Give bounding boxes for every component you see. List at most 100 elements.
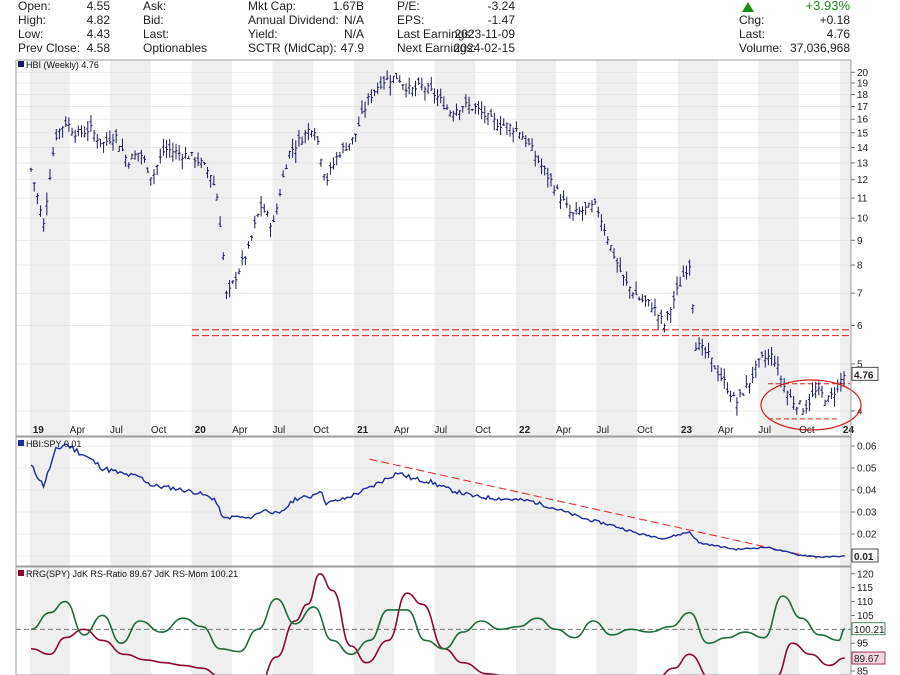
panel-2-title: HBI:SPY 0.01 — [26, 439, 81, 449]
x-tick-label: Oct — [151, 425, 167, 436]
y-tick-label: 18 — [857, 90, 869, 101]
y-tick-label: 0.02 — [857, 530, 877, 541]
quote-col1-row-1: High: — [18, 13, 46, 28]
shade-band — [110, 437, 151, 566]
shade-band — [758, 60, 800, 436]
shade-band — [434, 437, 476, 566]
panel-2-frame — [15, 436, 852, 567]
shade-band — [110, 60, 151, 436]
quote-label: Yield: — [248, 27, 278, 41]
quote-label: Last: — [143, 27, 170, 41]
shade-band — [839, 60, 851, 436]
x-tick-label: 19 — [33, 425, 45, 436]
downtrend-line — [369, 458, 817, 559]
quote-col5-label: Volume: — [739, 41, 783, 55]
x-tick-label: 23 — [681, 425, 693, 436]
quote-value: N/A — [343, 27, 364, 41]
y-tick-label: 120 — [857, 569, 874, 580]
y-tick-label: 11 — [857, 194, 868, 205]
shade-band — [434, 60, 476, 436]
x-tick-label: Apr — [394, 425, 410, 436]
x-tick-label: 24 — [843, 425, 855, 436]
shade-band — [191, 60, 233, 436]
quote-col5-label: Chg: — [739, 13, 765, 27]
x-tick-label: Jul — [758, 425, 771, 436]
quote-label: Prev Close: — [18, 41, 81, 55]
x-tick-label: Apr — [718, 425, 734, 436]
shade-band — [677, 60, 718, 436]
x-tick-label: Apr — [556, 425, 572, 436]
quote-label: Bid: — [143, 13, 164, 27]
x-tick-label: Oct — [313, 425, 329, 436]
shade-band — [758, 437, 800, 566]
series-swatch — [18, 440, 24, 446]
shade-band — [354, 437, 395, 566]
y-tick-label: 0.04 — [857, 486, 877, 497]
quote-value: 2023-11-09 — [454, 27, 516, 41]
y-tick-label: 17 — [857, 102, 869, 113]
y-tick-label: 12 — [857, 175, 869, 186]
shade-band — [29, 567, 70, 675]
y-tick-label: 85 — [857, 667, 869, 675]
y-tick-label: 110 — [857, 597, 873, 608]
series-swatch — [18, 61, 24, 67]
shade-band — [29, 437, 70, 566]
quote-col1-row-3: Prev Close: — [18, 41, 80, 56]
quote-label: Last Earnings: — [397, 27, 474, 41]
quote-value: 47.9 — [340, 41, 364, 55]
quote-value: 2024-02-15 — [453, 41, 515, 55]
y-tick-label: 8 — [857, 261, 863, 272]
shade-band — [758, 567, 800, 675]
last-value-label: 89.67 — [854, 654, 879, 665]
quote-label: Low: — [18, 27, 44, 41]
shade-band — [272, 60, 314, 436]
panel-3-title: RRG(SPY) JdK RS-Ratio 89.67 JdK RS-Mom 1… — [26, 569, 238, 579]
y-tick-label: 0.03 — [857, 508, 877, 519]
quote-col2-row-3: Optionables — [143, 41, 207, 56]
x-tick-label: Apr — [70, 425, 86, 436]
quote-label: SCTR (MidCap): — [248, 41, 337, 55]
y-tick-label: 20 — [857, 68, 869, 79]
x-tick-label: 22 — [519, 425, 531, 436]
shade-band — [839, 567, 851, 675]
quote-label: Ask: — [143, 0, 167, 13]
x-tick-label: Oct — [637, 425, 653, 436]
quote-col4-row-1: EPS: — [397, 13, 424, 28]
shade-band — [354, 60, 395, 436]
quote-label: Open: — [18, 0, 51, 13]
quote-label: High: — [18, 13, 47, 27]
quote-col5-value: +0.18 — [819, 13, 850, 27]
x-tick-label: 20 — [195, 425, 207, 436]
quote-col2-row-0: Ask: — [143, 0, 166, 14]
last-value-box — [851, 548, 879, 563]
y-tick-label: 95 — [857, 639, 869, 650]
last-value-box — [851, 622, 886, 636]
quote-label: P/E: — [397, 0, 420, 13]
shade-band — [516, 437, 556, 566]
quote-value: 4.82 — [86, 13, 110, 27]
shade-band — [516, 60, 556, 436]
quote-value: 4.55 — [86, 0, 110, 13]
rs-ratio-line — [31, 572, 845, 675]
y-tick-label: 14 — [857, 143, 869, 154]
quote-value: -3.24 — [487, 0, 515, 13]
quote-col5-value: 4.76 — [826, 27, 850, 41]
panel-1-title: HBI (Weekly) 4.76 — [26, 60, 99, 70]
last-value-box — [851, 651, 886, 665]
quote-label: Optionables — [143, 41, 208, 55]
change-percent: +3.93% — [805, 0, 850, 13]
y-tick-label: 19 — [857, 79, 869, 90]
quote-value: N/A — [343, 13, 364, 27]
y-tick-label: 0.06 — [857, 442, 877, 453]
ratio-line — [30, 443, 845, 559]
x-tick-label: Oct — [475, 425, 491, 436]
y-tick-label: 4 — [857, 406, 863, 417]
x-tick-label: 21 — [357, 425, 369, 436]
quote-header: Open: 4.55 High: 4.82 Low: 4.43 Prev Close: 4.5… — [0, 0, 900, 56]
quote-value: 1.67B — [332, 0, 364, 13]
last-value-label: 4.76 — [854, 370, 874, 381]
panel-1-frame — [15, 59, 852, 437]
y-tick-label: 6 — [857, 321, 863, 332]
quote-col4-row-0: P/E: — [397, 0, 420, 14]
